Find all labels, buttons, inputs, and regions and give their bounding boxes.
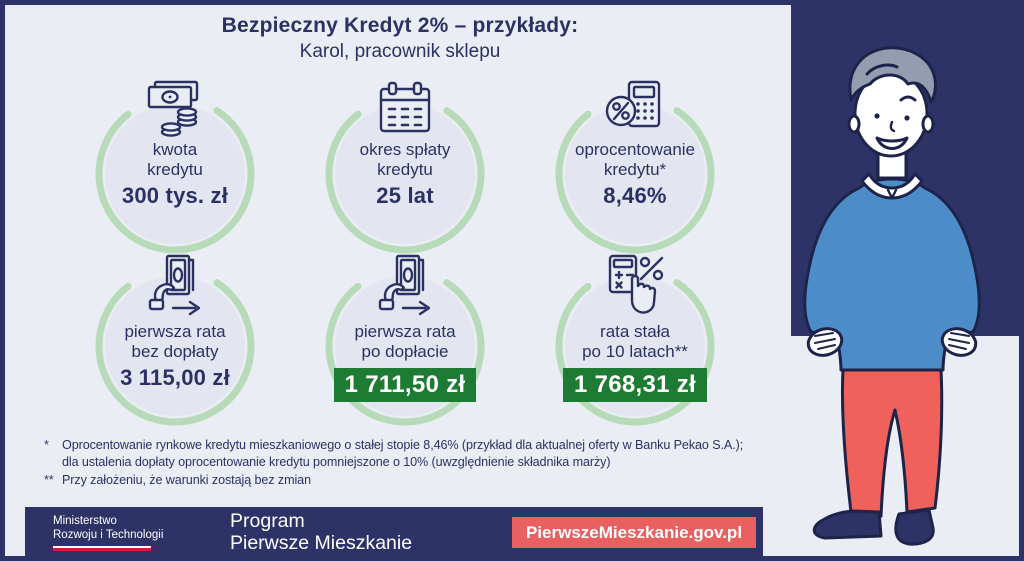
flag-underline: [53, 546, 151, 551]
stat-card-first-installment-no-subsidy: pierwsza rata bez dopłaty 3 115,00 zł: [60, 252, 290, 424]
stat-card-loan-period: okres spłaty kredytu 25 lat: [290, 80, 520, 252]
footnote-2: ** Przy założeniu, że warunki zostają be…: [40, 472, 762, 489]
stat-label: pierwsza rata po dopłacie: [354, 322, 456, 361]
program-title: Program Pierwsze Mieszkanie: [230, 510, 413, 554]
stat-circle: [565, 104, 705, 244]
footer-bar: Ministerstwo Rozwoju i Technologii Progr…: [25, 507, 763, 556]
stat-card-loan-amount: kwota kredytu 300 tys. zł: [60, 80, 290, 252]
footnote-1: * Oprocentowanie rynkowe kredytu mieszka…: [40, 437, 762, 470]
ministry-logo: Ministerstwo Rozwoju i Technologii: [53, 515, 163, 551]
stat-value: 25 lat: [376, 183, 434, 208]
hand-banknote-arrow-icon: [290, 252, 520, 316]
page-subtitle: Karol, pracownik sklepu: [299, 41, 501, 62]
stat-card-first-installment-with-subsidy: pierwsza rata po dopłacie 1 711,50 zł: [290, 252, 520, 424]
ministry-name-line2: Rozwoju i Technologii: [53, 528, 164, 541]
stat-label: kwota kredytu: [147, 140, 203, 179]
footnote-text: Przy założeniu, że warunki zostają bez z…: [62, 473, 311, 487]
man-illustration: [803, 46, 981, 546]
ministry-name-line1: Ministerstwo: [53, 515, 117, 527]
footnotes: * Oprocentowanie rynkowe kredytu mieszka…: [40, 437, 762, 491]
stat-value: 8,46%: [603, 183, 667, 208]
header: Bezpieczny Kredyt 2% – przykłady: Karol,…: [0, 14, 800, 63]
stat-label: pierwsza rata bez dopłaty: [124, 322, 226, 361]
banknotes-coins-icon: [60, 80, 290, 142]
footnote-marker: *: [44, 438, 49, 452]
hand-banknote-arrow-icon: [60, 252, 290, 316]
stat-circle: [105, 276, 245, 416]
stat-card-fixed-installment: rata stała po 10 latach** 1 768,31 zł: [520, 252, 750, 424]
stat-label: rata stała po 10 latach**: [582, 322, 688, 361]
calculator-hand-percent-icon: [520, 252, 750, 314]
website-badge[interactable]: PierwszeMieszkanie.gov.pl: [512, 517, 757, 548]
footnote-marker: **: [44, 473, 54, 487]
footnote-text: Oprocentowanie rynkowe kredytu mieszkani…: [62, 438, 744, 469]
stat-value-badge: 1 711,50 zł: [333, 368, 477, 402]
page-title: Bezpieczny Kredyt 2% – przykłady:: [221, 14, 579, 37]
stat-value-badge: 1 768,31 zł: [562, 368, 708, 402]
stat-value: 300 tys. zł: [121, 183, 229, 208]
calendar-icon: [290, 80, 520, 142]
calculator-percent-icon: [520, 80, 750, 142]
stat-label: oprocentowanie kredytu*: [574, 140, 696, 179]
stat-card-interest-rate: oprocentowanie kredytu* 8,46%: [520, 80, 750, 252]
stat-label: okres spłaty kredytu: [359, 140, 451, 179]
stat-value: 3 115,00 zł: [120, 365, 230, 390]
